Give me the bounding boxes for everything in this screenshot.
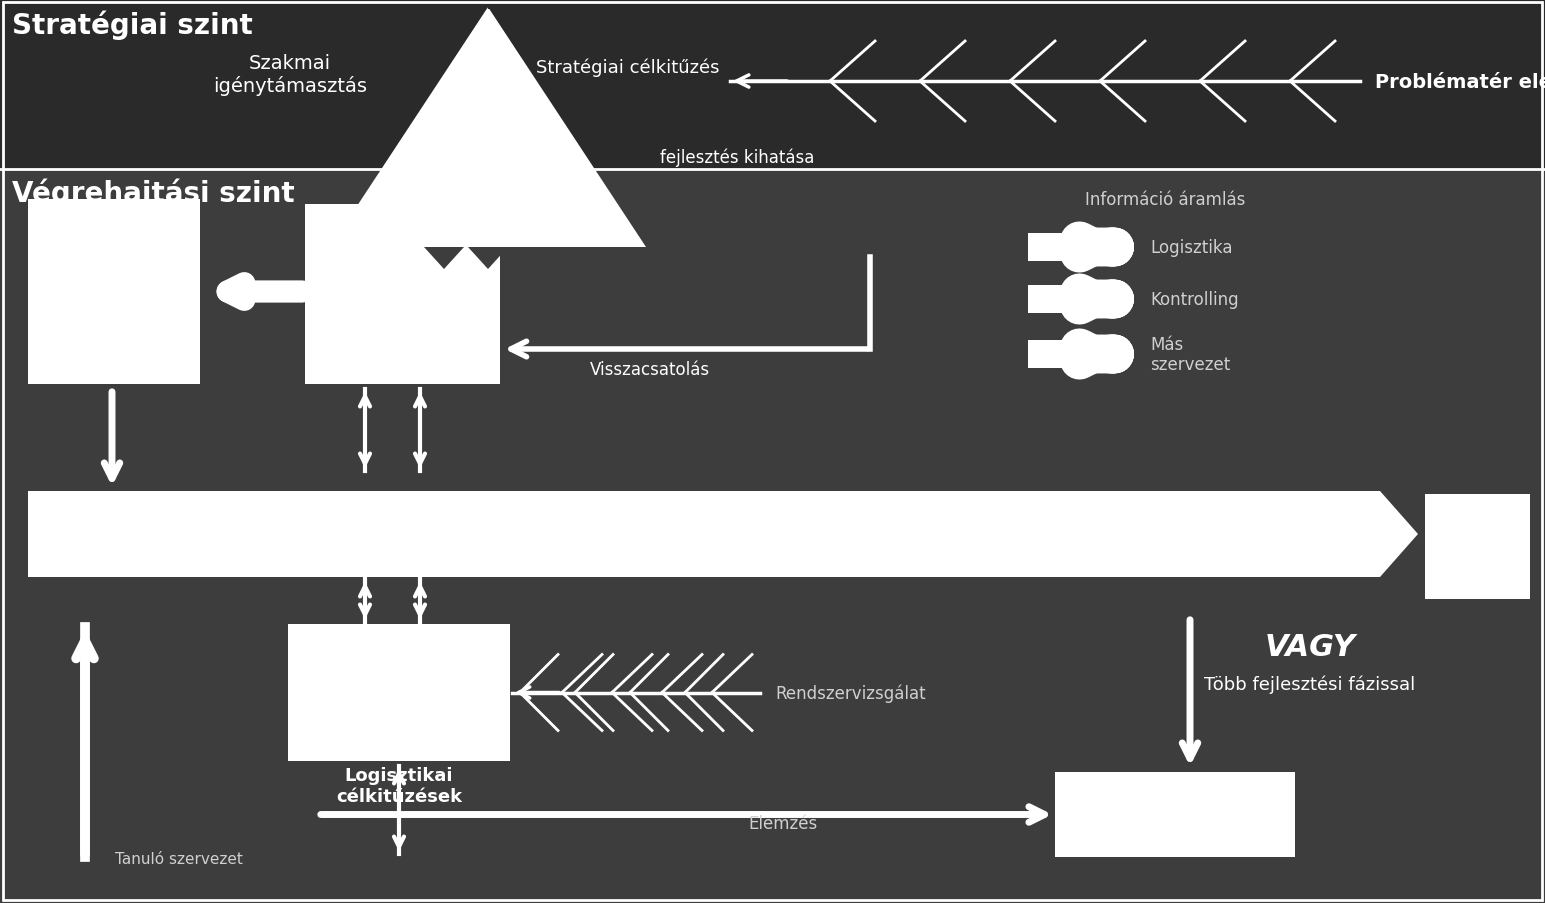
Bar — [304, 205, 501, 385]
Bar — [1027, 234, 1108, 262]
Text: Elemzés: Elemzés — [748, 815, 817, 833]
Polygon shape — [511, 247, 552, 270]
Bar — [1424, 495, 1530, 600]
Text: Információ áramlás: Információ áramlás — [1085, 191, 1245, 209]
Bar — [0, 170, 1545, 903]
Bar — [0, 0, 1545, 170]
Bar — [28, 200, 199, 385]
Polygon shape — [423, 247, 464, 270]
Text: Problématér elemzése: Problématér elemzése — [1375, 72, 1545, 91]
Text: Tanuló szervezet: Tanuló szervezet — [114, 852, 243, 867]
Bar — [1027, 285, 1108, 313]
Text: Logisztika: Logisztika — [1149, 238, 1233, 256]
Polygon shape — [468, 247, 508, 270]
Text: Több fejlesztési fázissal: Több fejlesztési fázissal — [1205, 675, 1415, 694]
Text: Visszacsatolás: Visszacsatolás — [590, 360, 711, 378]
Bar — [287, 624, 510, 761]
Text: Logisztikai
célkitűzések: Logisztikai célkitűzések — [335, 766, 462, 805]
Text: Szakmai
igénytámasztás: Szakmai igénytámasztás — [213, 54, 368, 96]
Text: Más
szervezet: Más szervezet — [1149, 335, 1230, 374]
Text: fejlesztés kihatása: fejlesztés kihatása — [660, 149, 814, 167]
Text: Végrehajtási szint: Végrehajtási szint — [12, 178, 295, 208]
Polygon shape — [28, 491, 1418, 577]
Bar — [1027, 340, 1108, 368]
Polygon shape — [331, 8, 646, 247]
Text: Kontrolling: Kontrolling — [1149, 291, 1239, 309]
Bar — [1055, 772, 1295, 857]
Text: Rendszervizsgálat: Rendszervizsgálat — [776, 684, 925, 702]
Text: Stratégiai célkitűzés: Stratégiai célkitűzés — [536, 59, 720, 77]
Text: Stratégiai szint: Stratégiai szint — [12, 10, 253, 40]
Text: VAGY: VAGY — [1264, 633, 1355, 662]
Text: SRM: SRM — [468, 0, 508, 13]
